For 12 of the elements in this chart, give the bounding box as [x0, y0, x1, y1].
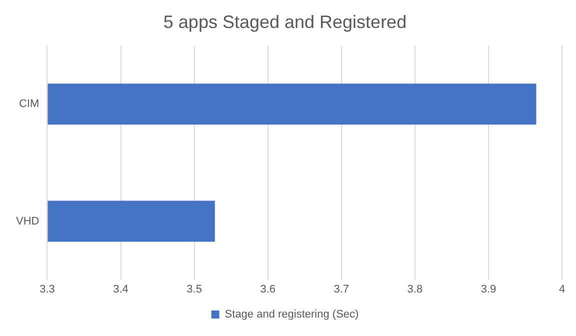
chart-title: 5 apps Staged and Registered [163, 12, 407, 32]
x-tick-label: 3.6 [260, 283, 276, 296]
y-tick-label: VHD [16, 215, 40, 228]
x-tick-label: 3.5 [186, 283, 202, 296]
y-tick-label: CIM [19, 98, 40, 110]
x-tick-label: 4 [558, 283, 566, 296]
x-tick-label: 3.7 [334, 283, 350, 296]
x-tick-label: 3.8 [407, 283, 423, 296]
legend-label: Stage and registering (Sec) [224, 308, 359, 321]
x-tick-label: 3.4 [113, 283, 128, 296]
x-tick-label: 3.9 [480, 283, 496, 296]
x-tick-label: 3.3 [40, 283, 55, 296]
